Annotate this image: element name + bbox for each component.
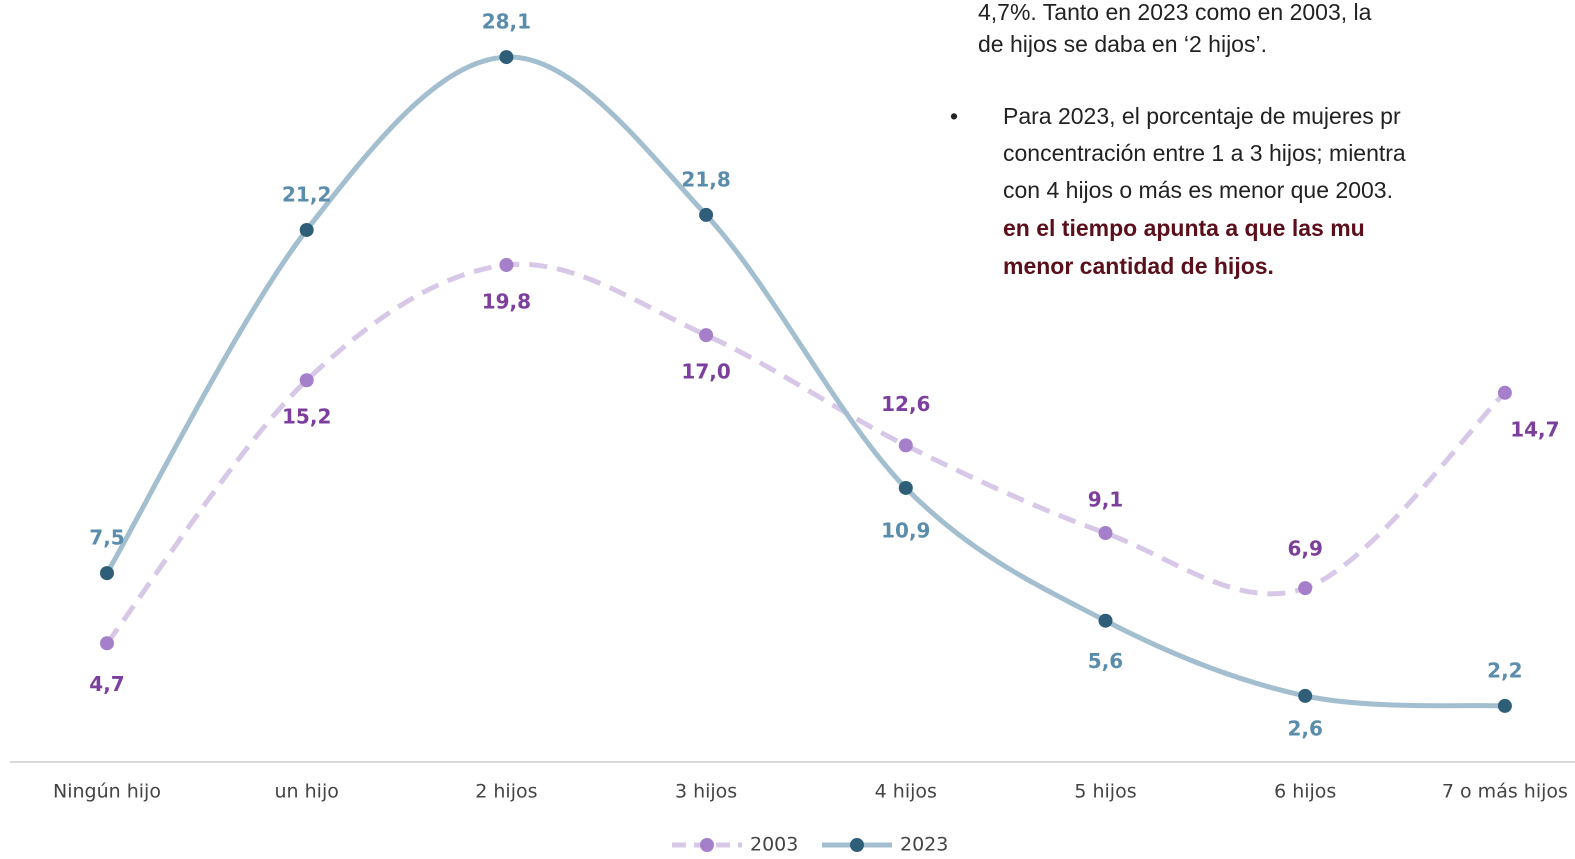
- data-label: 4,7: [89, 672, 124, 696]
- annotation-line: concentración entre 1 a 3 hijos; mientra: [1003, 140, 1406, 166]
- point: [100, 566, 114, 581]
- data-label: 19,8: [482, 290, 531, 314]
- data-label: 21,2: [282, 182, 331, 206]
- point: [1298, 688, 1313, 703]
- annotation-line: con 4 hijos o más es menor que 2003.: [1003, 177, 1393, 203]
- bullet: •: [950, 103, 958, 129]
- x-tick-label: 4 hijos: [875, 781, 937, 803]
- legend-label: 2003: [750, 834, 798, 856]
- data-label: 15,2: [282, 405, 331, 429]
- annotation-line: Para 2023, el porcentaje de mujeres pr: [1003, 103, 1401, 129]
- data-label: 17,0: [681, 360, 730, 384]
- annotation-bold: menor cantidad de hijos.: [1003, 253, 1274, 279]
- point: [1098, 613, 1113, 628]
- data-label: 12,6: [881, 392, 930, 416]
- point: [1298, 581, 1313, 596]
- point: [1497, 385, 1512, 400]
- point: [898, 480, 913, 495]
- data-label: 9,1: [1088, 488, 1123, 512]
- point: [898, 438, 913, 453]
- legend-marker: [700, 838, 714, 852]
- data-label: 2,2: [1487, 658, 1522, 682]
- x-tick-label: 7 o más hijos: [1442, 781, 1568, 803]
- point: [699, 207, 714, 222]
- point: [1497, 698, 1512, 713]
- x-tick-label: un hijo: [275, 781, 339, 803]
- data-label: 14,7: [1510, 417, 1559, 441]
- data-label: 2,6: [1287, 716, 1322, 740]
- x-tick-label: 5 hijos: [1074, 781, 1136, 803]
- legend-label: 2023: [900, 834, 948, 856]
- point: [1098, 526, 1113, 541]
- x-tick-label: 2 hijos: [475, 781, 537, 803]
- point: [699, 328, 714, 343]
- point: [499, 50, 514, 65]
- point: [299, 222, 314, 237]
- annotation-line: 4,7%. Tanto en 2023 como en 2003, la: [978, 0, 1372, 25]
- point: [299, 373, 314, 388]
- series-line: [105, 261, 1507, 645]
- data-label: 21,8: [681, 167, 730, 191]
- annotation-bold: en el tiempo apunta a que las mu: [1003, 215, 1365, 241]
- x-tick-label: Ningún hijo: [53, 781, 161, 803]
- data-label: 10,9: [881, 518, 930, 542]
- point: [499, 258, 514, 273]
- data-label: 28,1: [482, 10, 531, 34]
- annotation-line: de hijos se daba en ‘2 hijos’.: [978, 31, 1267, 57]
- data-label: 6,9: [1287, 537, 1322, 561]
- x-tick-label: 6 hijos: [1274, 781, 1336, 803]
- data-label: 5,6: [1088, 649, 1123, 673]
- x-tick-label: 3 hijos: [675, 781, 737, 803]
- point: [100, 636, 114, 651]
- legend-marker: [850, 838, 864, 852]
- data-label: 7,5: [89, 526, 124, 550]
